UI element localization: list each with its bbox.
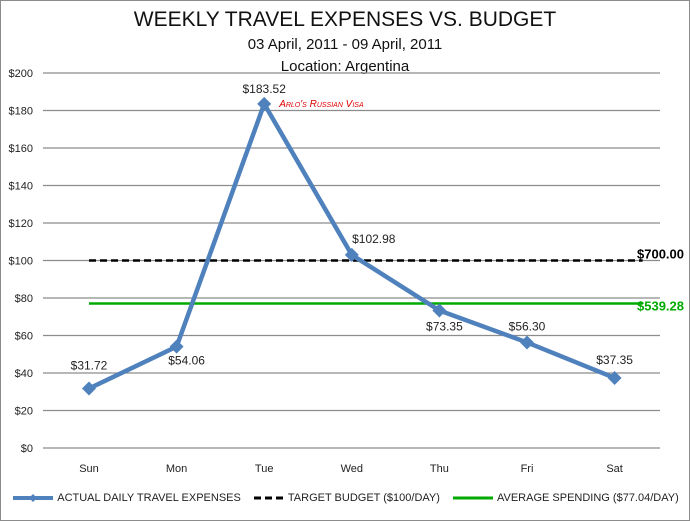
data-value-label: $56.30 bbox=[509, 319, 546, 333]
data-point-marker bbox=[344, 247, 359, 262]
y-tick-label: $40 bbox=[15, 368, 33, 380]
legend-item-target: TARGET BUDGET ($100/DAY) bbox=[252, 492, 440, 504]
x-tick-label: Fri bbox=[521, 463, 534, 475]
y-tick-label: $200 bbox=[9, 68, 33, 80]
x-tick-label: Sun bbox=[79, 463, 99, 475]
y-tick-label: $180 bbox=[9, 106, 33, 118]
y-tick-label: $140 bbox=[9, 181, 33, 193]
data-point-marker bbox=[169, 339, 184, 354]
x-tick-label: Sat bbox=[606, 463, 623, 475]
legend-label-average: AVERAGE SPENDING ($77.04/DAY) bbox=[496, 492, 679, 504]
data-value-label: $54.06 bbox=[168, 354, 205, 368]
legend-average-line-icon bbox=[452, 496, 493, 500]
data-point-marker bbox=[607, 370, 622, 385]
y-tick-label: $0 bbox=[21, 443, 33, 455]
chart-subtitle-location: Location: Argentina bbox=[280, 58, 410, 75]
data-value-label: $102.98 bbox=[352, 232, 396, 246]
data-point-marker bbox=[257, 96, 272, 111]
data-value-label: $31.72 bbox=[71, 359, 108, 373]
legend-target-dash-icon bbox=[253, 496, 284, 500]
y-tick-label: $120 bbox=[9, 218, 33, 230]
data-point-marker bbox=[432, 303, 447, 318]
y-tick-label: $80 bbox=[15, 293, 33, 305]
chart-title: WEEKLY TRAVEL EXPENSES VS. BUDGET bbox=[133, 8, 557, 31]
legend: ACTUAL DAILY TRAVEL EXPENSES TARGET BUDG… bbox=[0, 492, 690, 506]
data-value-label: $73.35 bbox=[426, 319, 463, 333]
actual-expenses-line bbox=[88, 98, 616, 391]
x-tick-label: Mon bbox=[166, 463, 187, 475]
data-value-label: $37.35 bbox=[596, 353, 633, 367]
data-value-label: $183.52 bbox=[243, 82, 287, 96]
legend-item-average: AVERAGE SPENDING ($77.04/DAY) bbox=[451, 492, 679, 504]
data-point-marker bbox=[82, 381, 96, 396]
legend-actual-line-icon bbox=[13, 494, 54, 502]
target-total-label: $700.00 bbox=[637, 247, 684, 262]
legend-label-target: TARGET BUDGET ($100/DAY) bbox=[287, 492, 440, 504]
legend-label-actual: ACTUAL DAILY TRAVEL EXPENSES bbox=[57, 492, 241, 504]
y-tick-label: $20 bbox=[15, 406, 33, 418]
x-tick-label: Wed bbox=[341, 463, 363, 475]
annotation-russian-visa: Arlo's Russian Visa bbox=[278, 99, 364, 110]
data-point-marker bbox=[520, 335, 534, 350]
average-total-label: $539.28 bbox=[637, 299, 684, 314]
legend-item-actual: ACTUAL DAILY TRAVEL EXPENSES bbox=[11, 492, 241, 504]
y-tick-label: $160 bbox=[9, 143, 33, 155]
y-tick-label: $60 bbox=[15, 331, 33, 343]
y-tick-label: $100 bbox=[9, 256, 33, 268]
chart-subtitle-dates: 03 April, 2011 - 09 April, 2011 bbox=[247, 36, 443, 53]
x-tick-label: Thu bbox=[430, 463, 449, 475]
x-tick-label: Tue bbox=[255, 463, 274, 475]
